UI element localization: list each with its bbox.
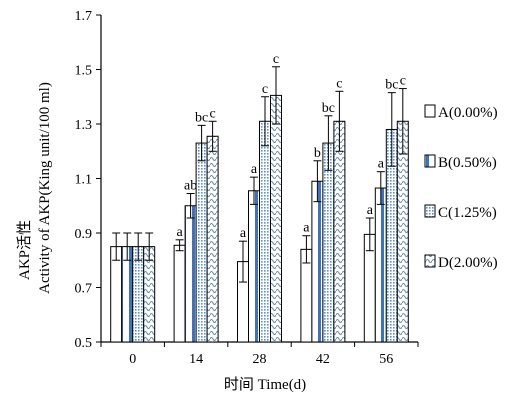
x-tick-label: 0 (129, 352, 136, 367)
significance-label: bc (195, 110, 208, 125)
bar (248, 190, 260, 343)
significance-label: b (314, 146, 321, 161)
bar (322, 142, 335, 343)
y-tick-label: 1.5 (75, 64, 93, 79)
significance-label: c (400, 74, 406, 89)
bar (110, 246, 123, 343)
y-tick-label: 1.7 (75, 9, 93, 24)
significance-label: c (262, 82, 268, 97)
legend-swatch (424, 254, 436, 268)
bar (270, 94, 282, 343)
significance-label: bc (385, 78, 398, 93)
y-axis-title-cn: AKP活性 (16, 220, 33, 280)
x-tick-label: 28 (253, 352, 267, 367)
bar (259, 120, 271, 343)
y-tick-label: 0.7 (75, 282, 93, 297)
bar (311, 180, 324, 343)
significance-label: a (176, 225, 183, 240)
bar (374, 187, 387, 343)
legend-label: C(1.25%) (438, 205, 497, 221)
y-tick-label: 0.5 (75, 336, 93, 351)
bar (333, 120, 346, 343)
legend-label: B(0.50%) (438, 155, 497, 171)
bar (143, 246, 156, 343)
significance-label: ab (184, 178, 197, 193)
bar (195, 142, 208, 343)
legend-label: A(0.00%) (438, 105, 498, 121)
significance-label: c (209, 106, 215, 121)
legend: A(0.00%) B(0.50%) C(1.25%) D(2.00%) (424, 104, 498, 271)
x-tick-label: 14 (189, 352, 203, 367)
significance-label: a (240, 226, 247, 241)
y-axis-title-en: Activity of AKP(King unit/100 ml) (37, 82, 53, 294)
bar (132, 246, 145, 343)
significance-label: a (378, 157, 385, 172)
x-tick-label: 42 (316, 352, 330, 367)
significance-label: a (367, 203, 374, 218)
bar (184, 205, 197, 343)
y-tick-label: 1.1 (75, 173, 93, 188)
y-tick-label: 1.3 (75, 118, 93, 133)
bar (206, 135, 219, 343)
significance-label: bc (322, 101, 335, 116)
significance-label: c (273, 52, 279, 67)
significance-label: c (336, 76, 342, 91)
legend-label: D(2.00%) (438, 255, 498, 271)
y-tick-label: 0.9 (75, 227, 93, 242)
x-tick-label: 56 (379, 352, 393, 367)
x-axis-title: 时间 Time(d) (224, 376, 306, 393)
bar (121, 246, 134, 343)
legend-swatch (424, 154, 436, 168)
bar (173, 244, 186, 343)
significance-label: a (251, 162, 258, 177)
significance-label: a (303, 221, 310, 236)
legend-swatch (424, 104, 436, 118)
legend-swatch (424, 204, 436, 218)
